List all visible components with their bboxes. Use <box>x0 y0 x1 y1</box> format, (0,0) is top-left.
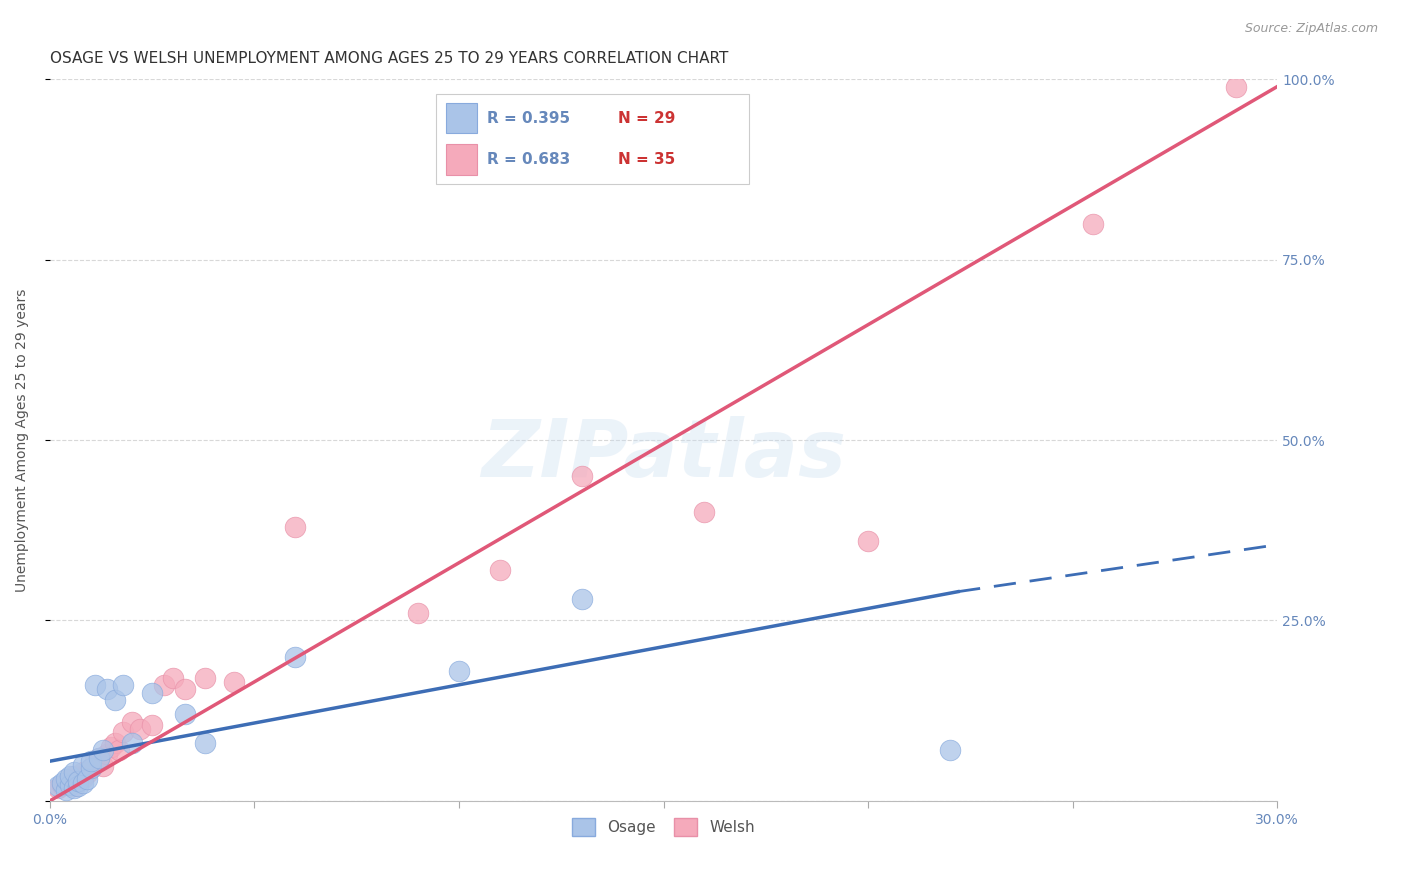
Point <box>141 718 163 732</box>
Point <box>76 766 98 780</box>
Point <box>63 780 86 794</box>
Point <box>55 783 77 797</box>
Point <box>72 776 94 790</box>
Point <box>55 776 77 790</box>
Point <box>59 778 82 792</box>
Point <box>141 686 163 700</box>
Point <box>121 736 143 750</box>
Point <box>72 764 94 779</box>
Point <box>72 771 94 785</box>
Point <box>128 722 150 736</box>
Point <box>1225 79 1247 94</box>
Point <box>571 469 593 483</box>
Point <box>51 778 73 792</box>
Point <box>284 649 307 664</box>
Point <box>571 591 593 606</box>
Point <box>46 780 69 795</box>
Point <box>194 671 217 685</box>
Point <box>112 678 135 692</box>
Point <box>96 747 118 761</box>
Point <box>67 773 90 788</box>
Point <box>59 769 82 783</box>
Text: OSAGE VS WELSH UNEMPLOYMENT AMONG AGES 25 TO 29 YEARS CORRELATION CHART: OSAGE VS WELSH UNEMPLOYMENT AMONG AGES 2… <box>49 51 728 66</box>
Legend: Osage, Welsh: Osage, Welsh <box>564 811 762 844</box>
Point <box>76 772 98 787</box>
Point <box>856 534 879 549</box>
Point <box>51 776 73 790</box>
Point <box>173 681 195 696</box>
Point <box>121 714 143 729</box>
Point <box>46 780 69 794</box>
Point <box>284 519 307 533</box>
Point <box>80 761 103 775</box>
Point <box>162 671 184 685</box>
Point <box>91 743 114 757</box>
Point <box>59 772 82 787</box>
Point <box>67 780 90 794</box>
Point <box>222 674 245 689</box>
Text: Source: ZipAtlas.com: Source: ZipAtlas.com <box>1244 22 1378 36</box>
Point <box>63 764 86 779</box>
Point <box>1081 217 1104 231</box>
Point <box>67 773 90 788</box>
Point <box>63 769 86 783</box>
Point <box>939 743 962 757</box>
Point <box>55 772 77 787</box>
Point <box>87 750 110 764</box>
Point <box>194 736 217 750</box>
Y-axis label: Unemployment Among Ages 25 to 29 years: Unemployment Among Ages 25 to 29 years <box>15 288 30 591</box>
Text: ZIPatlas: ZIPatlas <box>481 416 846 493</box>
Point <box>87 750 110 764</box>
Point <box>80 761 103 775</box>
Point <box>100 739 122 754</box>
Point <box>91 759 114 773</box>
Point <box>153 678 176 692</box>
Point <box>80 754 103 768</box>
Point <box>693 505 716 519</box>
Point <box>173 707 195 722</box>
Point <box>96 681 118 696</box>
Point <box>72 757 94 772</box>
Point <box>489 563 512 577</box>
Point <box>63 780 86 795</box>
Point <box>83 678 105 692</box>
Point <box>112 725 135 739</box>
Point <box>447 664 470 678</box>
Point <box>104 693 127 707</box>
Point <box>83 754 105 768</box>
Point <box>108 743 131 757</box>
Point <box>406 607 429 621</box>
Point <box>104 736 127 750</box>
